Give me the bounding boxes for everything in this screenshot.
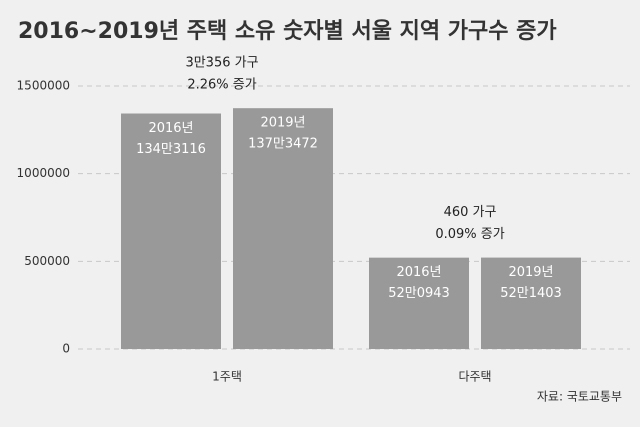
bar-value-label: 137만3472 <box>248 137 318 152</box>
bar-value-label: 52만0943 <box>388 286 450 301</box>
bar <box>369 257 469 349</box>
bar-series-label: 2016년 <box>148 121 193 136</box>
bar <box>233 108 333 350</box>
bar <box>481 257 581 349</box>
x-tick-label: 1주택 <box>212 370 242 384</box>
annotation: 0.09% 증가 <box>435 227 504 242</box>
y-tick-label: 1500000 <box>17 79 70 93</box>
bar-value-label: 52만1403 <box>500 286 562 301</box>
y-tick-label: 0 <box>62 342 70 356</box>
annotation: 460 가구 <box>444 205 497 220</box>
source: 자료: 국토교통부 <box>537 390 622 404</box>
bar-series-label: 2019년 <box>260 116 305 131</box>
chart-title: 2016~2019년 주택 소유 숫자별 서울 지역 가구수 증가 <box>18 19 557 44</box>
x-tick-label: 다주택 <box>458 370 491 384</box>
bar-series-label: 2019년 <box>508 265 553 280</box>
bar-series-label: 2016년 <box>396 265 441 280</box>
annotation: 2.26% 증가 <box>187 78 256 93</box>
bar-value-label: 134만3116 <box>136 142 206 157</box>
bar <box>121 113 221 350</box>
y-tick-label: 1000000 <box>17 166 70 180</box>
annotation: 3만356 가구 <box>185 56 258 71</box>
y-tick-label: 500000 <box>24 254 70 268</box>
